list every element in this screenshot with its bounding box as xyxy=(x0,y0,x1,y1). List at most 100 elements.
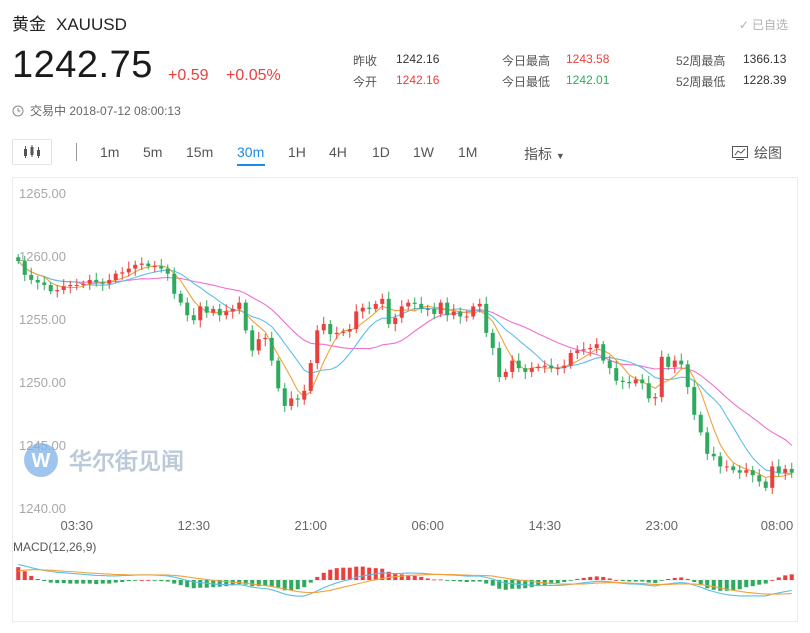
macd-histogram-bar xyxy=(711,580,716,590)
macd-histogram-bar xyxy=(224,580,229,587)
candle-body xyxy=(451,311,456,316)
draw-button[interactable]: 绘图 xyxy=(732,143,782,163)
watchlist-button[interactable]: ✓ 已自选 xyxy=(739,16,788,33)
macd-histogram-bar xyxy=(308,580,313,583)
price-chart-panel[interactable]: 1265.001260.001255.001250.001245.001240.… xyxy=(12,177,798,622)
macd-histogram-bar xyxy=(68,580,73,584)
macd-histogram-bar xyxy=(731,580,736,591)
y-axis-tick-label: 1260.00 xyxy=(19,249,66,264)
candle-body xyxy=(16,257,21,262)
candle-body xyxy=(334,332,339,335)
candle-body xyxy=(523,368,528,372)
interval-1h[interactable]: 1H xyxy=(288,144,306,160)
macd-histogram-bar xyxy=(659,580,664,581)
macd-histogram-bar xyxy=(783,575,788,580)
macd-histogram-bar xyxy=(315,576,320,580)
candle-body xyxy=(152,266,157,268)
stat-value: 1242.16 xyxy=(396,73,440,87)
candle-body xyxy=(640,379,645,384)
candle-body xyxy=(646,383,651,399)
macd-histogram-bar xyxy=(757,580,762,585)
candle-body xyxy=(308,363,313,391)
macd-histogram-bar xyxy=(510,580,515,589)
macd-histogram-bar xyxy=(438,579,443,581)
macd-histogram-bar xyxy=(16,567,21,580)
candle-body xyxy=(412,302,417,304)
indicators-dropdown[interactable]: 指标 ▼ xyxy=(524,144,565,164)
stat-label: 昨收 xyxy=(353,54,378,68)
macd-histogram-bar xyxy=(61,580,66,584)
macd-histogram-bar xyxy=(692,580,697,583)
stat-open: 今开 1242.16 xyxy=(353,73,439,90)
candle-body xyxy=(464,316,469,318)
candle-body xyxy=(510,360,515,372)
stat-label: 今日最低 xyxy=(502,75,551,89)
candle-body xyxy=(607,360,612,369)
candle-body xyxy=(568,353,573,366)
candle-body xyxy=(692,387,697,415)
macd-histogram-bar xyxy=(594,576,599,580)
stat-52w-high: 52周最高 1366.13 xyxy=(676,52,786,69)
candle-body xyxy=(757,475,762,482)
macd-histogram-bar xyxy=(243,580,248,585)
chart-type-button[interactable] xyxy=(12,139,52,165)
candle-body xyxy=(575,350,580,354)
macd-histogram-bar xyxy=(497,580,502,589)
candle-body xyxy=(328,324,333,335)
y-axis-tick-label: 1250.00 xyxy=(19,375,66,390)
candle-body xyxy=(276,360,281,389)
macd-histogram-bar xyxy=(627,580,632,582)
interval-30m[interactable]: 30m xyxy=(237,144,265,160)
status-text: 交易中 2018-07-12 08:00:13 xyxy=(30,104,181,118)
macd-histogram-bar xyxy=(334,568,339,580)
stat-value: 1242.16 xyxy=(396,52,440,66)
macd-histogram-bar xyxy=(503,580,508,590)
interval-1w[interactable]: 1W xyxy=(413,144,434,160)
candle-body xyxy=(35,279,40,283)
x-axis-tick-label: 06:00 xyxy=(411,518,444,533)
candle-body xyxy=(237,302,242,309)
macd-histogram-bar xyxy=(386,571,391,580)
candle-body xyxy=(282,388,287,406)
macd-histogram-bar xyxy=(789,574,794,580)
macd-histogram-bar xyxy=(107,580,112,584)
clock-icon xyxy=(12,105,24,116)
interval-15m[interactable]: 15m xyxy=(186,144,214,160)
stat-day-high: 今日最高 1243.58 xyxy=(502,52,609,69)
interval-1d[interactable]: 1D xyxy=(372,144,390,160)
caret-down-icon: ▼ xyxy=(555,151,565,161)
macd-histogram-bar xyxy=(113,580,118,583)
candlestick-icon xyxy=(24,145,40,158)
candle-body xyxy=(750,470,755,476)
macd-histogram-bar xyxy=(601,576,606,580)
macd-histogram-bar xyxy=(406,574,411,580)
macd-histogram-bar xyxy=(770,580,775,581)
macd-histogram-bar xyxy=(302,580,307,588)
candle-body xyxy=(224,311,229,316)
macd-dea-line xyxy=(18,569,792,595)
candlestick-chart[interactable]: 1265.001260.001255.001250.001245.001240.… xyxy=(13,178,799,623)
candle-body xyxy=(159,266,164,269)
macd-histogram-bar xyxy=(614,580,619,581)
macd-histogram-bar xyxy=(250,580,255,587)
candle-body xyxy=(113,273,118,280)
interval-1m[interactable]: 1m xyxy=(100,144,120,160)
stat-value: 1228.39 xyxy=(743,73,787,87)
candle-body xyxy=(269,337,274,361)
candle-body xyxy=(672,360,677,367)
candle-body xyxy=(211,308,216,313)
macd-histogram-bar xyxy=(29,575,34,580)
candle-body xyxy=(549,365,554,369)
candle-body xyxy=(178,293,183,303)
macd-histogram-bar xyxy=(698,580,703,586)
interval-1mo[interactable]: 1M xyxy=(458,144,478,160)
candle-body xyxy=(432,308,437,314)
macd-histogram-bar xyxy=(120,580,125,583)
candle-body xyxy=(419,303,424,309)
interval-5m[interactable]: 5m xyxy=(143,144,163,160)
interval-4h[interactable]: 4H xyxy=(329,144,347,160)
macd-histogram-bar xyxy=(523,580,528,589)
stat-label: 今日最高 xyxy=(502,54,551,68)
candle-body xyxy=(133,264,138,269)
candle-body xyxy=(737,470,742,473)
